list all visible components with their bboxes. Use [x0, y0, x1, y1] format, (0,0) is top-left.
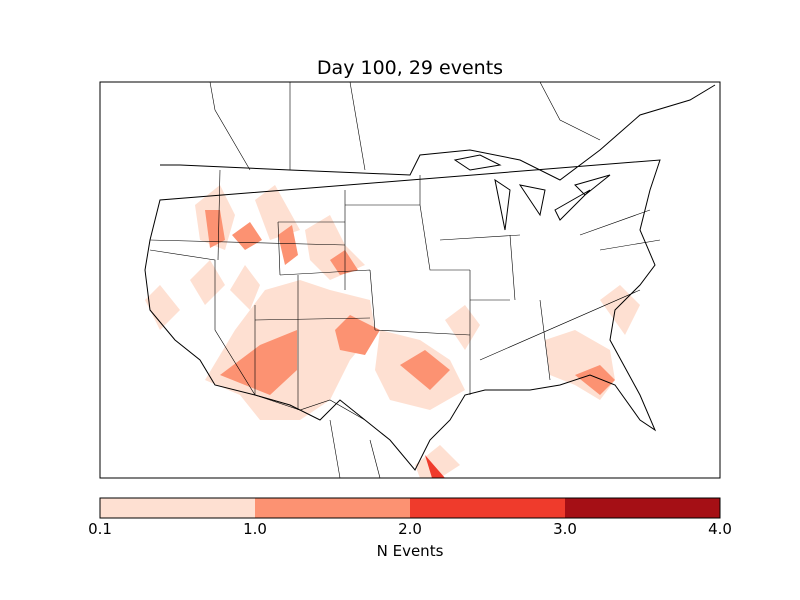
event-area [600, 285, 640, 335]
event-area [575, 365, 615, 395]
event-area [232, 222, 262, 250]
event-area [330, 250, 358, 275]
event-area [230, 265, 260, 310]
colorbar-tick: 1.0 [243, 520, 267, 538]
chart-title: Day 100, 29 events [316, 57, 504, 79]
colorbar-tick: 2.0 [398, 520, 422, 538]
coastlines-borders [144, 81, 716, 479]
colorbar [99, 497, 721, 519]
map-frame [99, 81, 721, 479]
colorbar-bin-0-1 [100, 498, 255, 518]
event-area [445, 305, 480, 350]
event-area [255, 185, 300, 240]
event-area [335, 315, 380, 355]
colorbar-tick: 0.1 [88, 520, 112, 538]
colorbar-tick: 3.0 [553, 520, 577, 538]
colorbar-bin-3-4 [565, 498, 720, 518]
event-area [190, 260, 225, 305]
great-lakes [453, 154, 611, 231]
colorbar-frame [99, 497, 721, 519]
colorbar-bin-2-3 [410, 498, 565, 518]
event-area [415, 445, 460, 478]
colorbar-bin-1-2 [255, 498, 410, 518]
colorbar-label: N Events [376, 542, 444, 560]
event-density-layer [145, 185, 640, 478]
mexico-border [254, 394, 381, 479]
us-outline [144, 84, 716, 471]
canada-borders [209, 81, 601, 171]
colorbar-tick: 4.0 [708, 520, 732, 538]
event-area [205, 210, 225, 248]
event-area [220, 330, 297, 395]
state-borders [149, 169, 661, 410]
event-area [425, 455, 445, 478]
event-area [145, 285, 180, 330]
event-area [278, 225, 298, 265]
event-area [400, 350, 450, 390]
